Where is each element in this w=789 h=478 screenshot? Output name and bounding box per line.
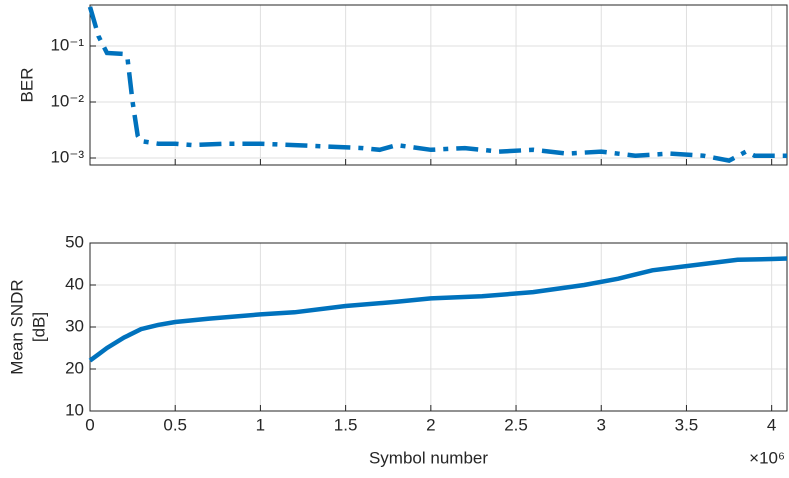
x-tick-label: 0.5	[163, 415, 187, 434]
x-tick-label: 1.5	[334, 415, 358, 434]
x-axis-label: Symbol number	[369, 448, 488, 467]
y-axis-label: Mean SNDR	[7, 279, 26, 374]
x-tick-label: 3	[597, 415, 606, 434]
axes-box	[89, 242, 788, 412]
x-tick-label: 1	[256, 415, 265, 434]
plot-area	[90, 5, 787, 165]
y-tick-label: 10⁻³	[50, 147, 84, 166]
x-tick-label: 2.5	[504, 415, 528, 434]
y-tick-label: 10	[65, 400, 84, 419]
x-multiplier: ×10⁶	[749, 448, 785, 467]
y-tick-label: 40	[65, 274, 84, 293]
x-tick-label: 0	[85, 415, 94, 434]
y-tick-label: 20	[65, 358, 84, 377]
x-tick-label: 4	[767, 415, 776, 434]
y-tick-label: 10⁻²	[50, 91, 84, 110]
x-tick-label: 2	[426, 415, 435, 434]
y-tick-label: 10⁻¹	[50, 35, 84, 54]
axes-box	[89, 4, 788, 166]
data-line	[88, 256, 788, 363]
y-axis-label: BER	[17, 68, 36, 103]
y-tick-label: 30	[65, 316, 84, 335]
data-line	[87, 6, 787, 163]
x-tick-label: 3.5	[675, 415, 699, 434]
y-axis-label: [dB]	[29, 312, 48, 342]
y-tick-label: 50	[65, 232, 84, 251]
